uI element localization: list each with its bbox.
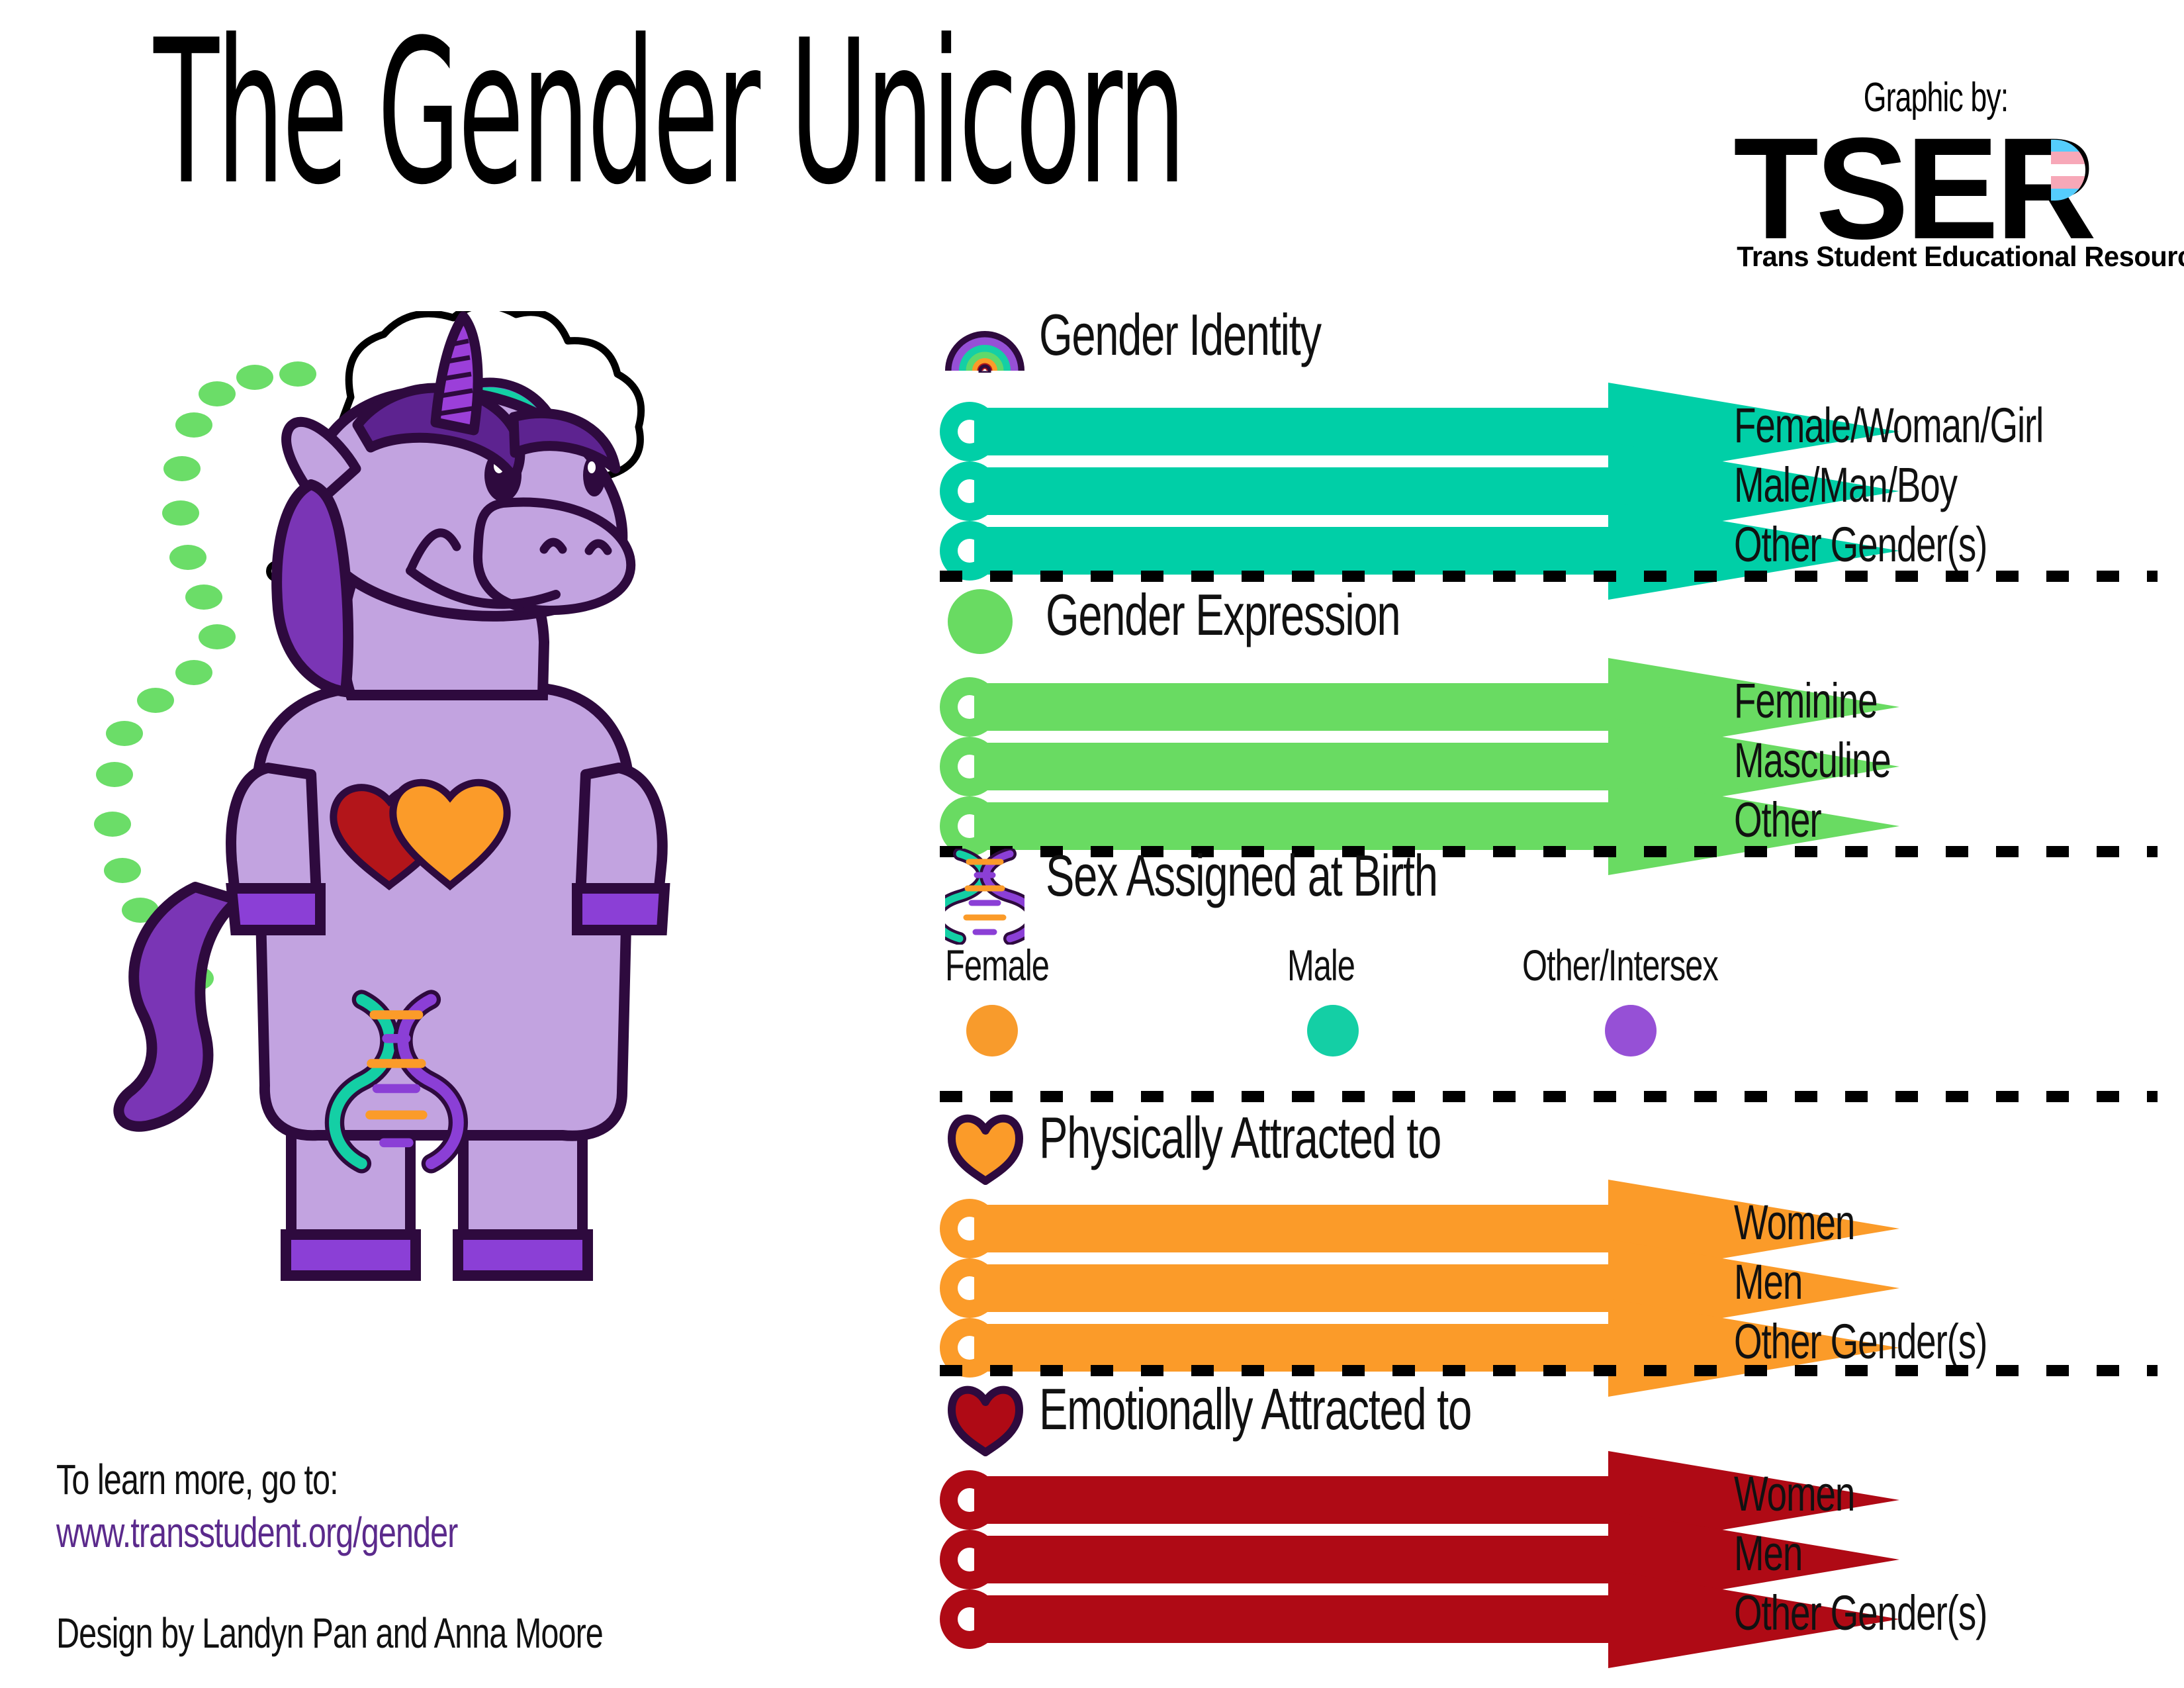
unicorn-illustration bbox=[94, 311, 670, 1281]
label-physically-attracted-3: Other Gender(s) bbox=[1734, 1314, 1987, 1369]
dna-icon bbox=[945, 849, 1024, 945]
label-gender-identity-3: Other Gender(s) bbox=[1734, 517, 1987, 572]
sab-label-other-intersex: Other/Intersex bbox=[1522, 941, 1719, 990]
label-physically-attracted-2: Men bbox=[1734, 1254, 1803, 1309]
arrow-shaft bbox=[974, 1324, 1608, 1372]
green-circle-icon bbox=[948, 589, 1013, 654]
arrow-shaft bbox=[974, 802, 1608, 850]
label-gender-expression-2: Masculine bbox=[1734, 733, 1891, 788]
section-heading-gender-expression: Gender Expression bbox=[1046, 582, 1401, 647]
arrow-shaft bbox=[974, 467, 1608, 515]
arrow-gender-identity-3[interactable] bbox=[940, 502, 1899, 600]
label-gender-identity-2: Male/Man/Boy bbox=[1734, 457, 1958, 512]
section-heading-gender-identity: Gender Identity bbox=[1039, 302, 1322, 367]
label-emotionally-attracted-2: Men bbox=[1734, 1526, 1803, 1581]
learn-more-label: To learn more, go to: bbox=[56, 1456, 339, 1503]
arrow-shaft bbox=[974, 527, 1608, 575]
graphic-by-label: Graphic by: bbox=[1863, 75, 2009, 120]
section-heading-sex-assigned-at-birth: Sex Assigned at Birth bbox=[1046, 843, 1438, 908]
tser-wordmark: TSER bbox=[1733, 109, 2097, 270]
sab-dot-male[interactable] bbox=[1307, 1005, 1359, 1056]
arrow-shaft bbox=[974, 743, 1608, 790]
arrow-shaft bbox=[974, 408, 1608, 455]
website-link[interactable]: www.transstudent.org/gender bbox=[56, 1509, 458, 1556]
arrow-shaft bbox=[974, 683, 1608, 731]
rainbow-icon bbox=[945, 331, 1024, 373]
section-divider-4 bbox=[940, 1365, 2158, 1376]
design-credit: Design by Landyn Pan and Anna Moore bbox=[56, 1609, 604, 1657]
tser-logo: TSER bbox=[1733, 117, 2097, 261]
section-heading-emotionally-attracted-to: Emotionally Attracted to bbox=[1039, 1376, 1472, 1442]
sab-label-male: Male bbox=[1287, 941, 1355, 990]
sab-dot-female[interactable] bbox=[966, 1005, 1018, 1056]
label-emotionally-attracted-3: Other Gender(s) bbox=[1734, 1585, 1987, 1640]
label-physically-attracted-1: Women bbox=[1734, 1195, 1855, 1250]
dna-badge-icon bbox=[324, 990, 469, 1174]
arrow-shaft bbox=[974, 1536, 1608, 1583]
page-title: The Gender Unicorn bbox=[154, 0, 1186, 228]
arrow-shaft bbox=[974, 1205, 1608, 1252]
section-heading-physically-attracted-to: Physically Attracted to bbox=[1039, 1105, 1441, 1170]
label-gender-expression-3: Other bbox=[1734, 792, 1822, 847]
section-divider-3 bbox=[940, 1091, 2158, 1102]
arrow-shaft bbox=[974, 1264, 1608, 1312]
label-gender-expression-1: Feminine bbox=[1734, 673, 1878, 728]
orange-heart-icon bbox=[948, 1114, 1023, 1185]
label-emotionally-attracted-1: Women bbox=[1734, 1466, 1855, 1521]
sab-dot-other-intersex[interactable] bbox=[1605, 1005, 1657, 1056]
unicorn-character bbox=[113, 311, 670, 1281]
arrow-shaft bbox=[974, 1476, 1608, 1524]
red-heart-icon bbox=[948, 1385, 1023, 1456]
arrow-shaft bbox=[974, 1595, 1608, 1643]
tser-fullname: Trans Student Educational Resources bbox=[1737, 241, 2184, 273]
section-divider-2 bbox=[940, 846, 2158, 857]
section-divider-1 bbox=[940, 571, 2158, 582]
two-hearts-icon bbox=[330, 778, 511, 891]
graphic-credit: Graphic by: TSER Trans Student Education… bbox=[1724, 74, 2184, 273]
sab-label-female: Female bbox=[945, 941, 1050, 990]
label-gender-identity-1: Female/Woman/Girl bbox=[1734, 398, 2044, 453]
